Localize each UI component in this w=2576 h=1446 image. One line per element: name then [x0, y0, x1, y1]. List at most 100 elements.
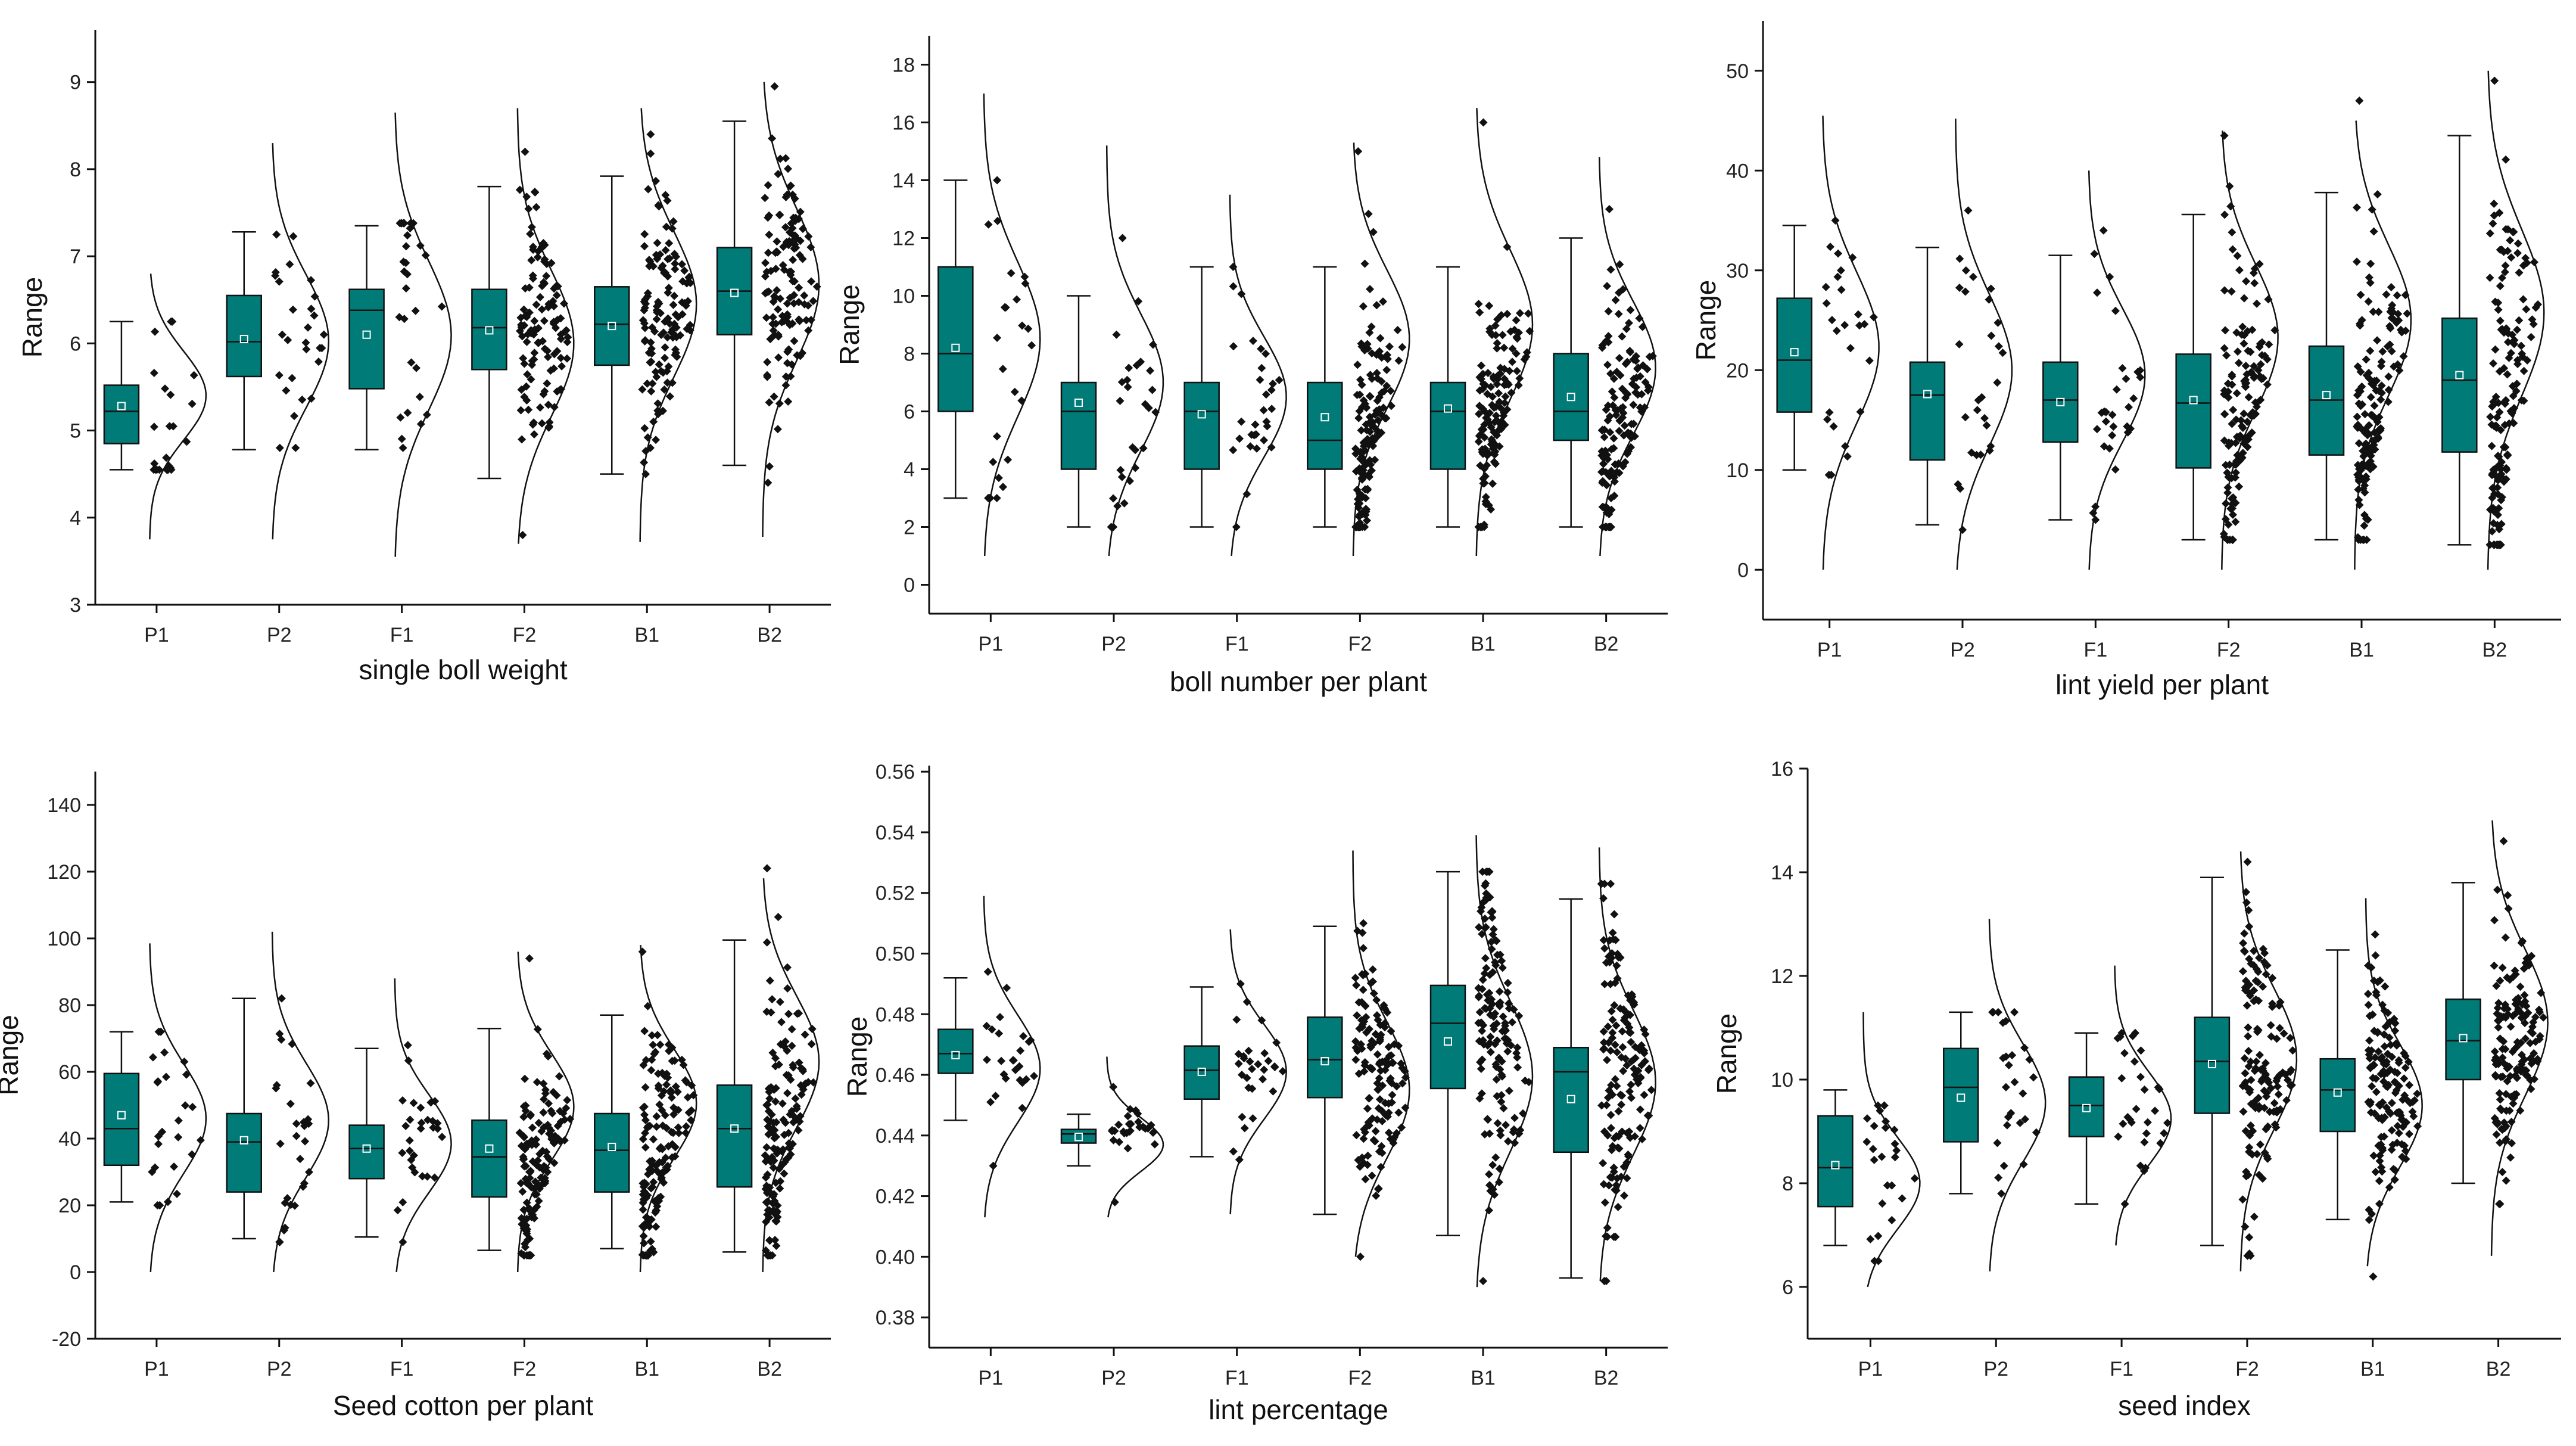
- data-point: [549, 364, 558, 373]
- data-point: [516, 1178, 525, 1187]
- distribution-curve: [762, 82, 820, 537]
- data-point: [1379, 297, 1387, 306]
- data-point: [1370, 455, 1379, 464]
- data-point: [278, 330, 286, 339]
- data-point: [1490, 403, 1499, 412]
- data-point: [521, 147, 529, 156]
- box: [471, 1119, 507, 1198]
- data-point: [768, 1049, 777, 1057]
- distribution-curve: [2354, 120, 2412, 570]
- x-tick-label: F1: [1225, 633, 1249, 655]
- data-point: [1363, 1161, 1372, 1170]
- data-point: [1246, 442, 1255, 451]
- mean-marker: [730, 1124, 739, 1133]
- data-point: [2387, 347, 2396, 356]
- data-point: [519, 354, 528, 363]
- data-point: [1351, 1055, 1360, 1064]
- data-point: [1390, 1133, 1398, 1142]
- data-point: [2221, 515, 2230, 524]
- data-point: [2355, 500, 2364, 509]
- data-point: [1401, 1073, 1410, 1082]
- data-point: [2228, 380, 2237, 389]
- data-point: [1376, 410, 1385, 419]
- data-point: [1357, 1044, 1366, 1053]
- data-point: [525, 283, 534, 292]
- data-point: [2490, 76, 2499, 85]
- data-point: [2234, 347, 2242, 356]
- y-axis-title: Range: [17, 277, 48, 358]
- distribution-curve: [272, 143, 330, 540]
- data-point: [1353, 390, 1362, 399]
- data-point: [644, 256, 653, 265]
- data-point: [532, 1135, 541, 1144]
- data-point: [672, 252, 681, 261]
- data-point: [1365, 437, 1373, 446]
- data-point: [412, 363, 420, 372]
- data-point: [2360, 521, 2369, 530]
- data-point: [527, 256, 536, 265]
- data-point: [2126, 424, 2135, 433]
- data-point: [542, 272, 551, 281]
- data-point: [2509, 419, 2518, 428]
- data-point: [2366, 278, 2375, 287]
- data-point: [768, 995, 777, 1004]
- data-point: [652, 1112, 661, 1121]
- data-point: [535, 403, 544, 412]
- data-point: [1502, 380, 1511, 388]
- data-point: [1114, 1120, 1123, 1129]
- data-point: [1378, 1081, 1387, 1090]
- data-point: [1500, 343, 1509, 352]
- data-point: [1490, 418, 1499, 427]
- data-point: [398, 1096, 407, 1105]
- data-point: [2489, 504, 2498, 512]
- data-point: [2500, 399, 2509, 408]
- data-point: [986, 1097, 995, 1106]
- data-point: [654, 1069, 662, 1078]
- data-point: [154, 1077, 163, 1086]
- data-point: [804, 326, 813, 335]
- mean-marker: [608, 1143, 616, 1151]
- data-point: [1132, 361, 1141, 370]
- data-point: [1362, 403, 1370, 412]
- data-point: [1610, 477, 1619, 486]
- data-point: [2393, 360, 2402, 369]
- data-point: [1825, 408, 1834, 417]
- data-point: [649, 1135, 658, 1144]
- data-point: [2488, 219, 2497, 228]
- data-point: [2513, 239, 2522, 248]
- data-point: [1479, 1277, 1488, 1286]
- data-point: [1615, 354, 1624, 362]
- data-point: [1117, 472, 1126, 481]
- data-point: [1493, 315, 1502, 324]
- data-point: [1489, 1012, 1498, 1021]
- data-point: [1368, 418, 1377, 427]
- data-point: [2250, 374, 2259, 382]
- data-point: [426, 1098, 435, 1107]
- data-point: [787, 1041, 796, 1050]
- data-point: [1615, 260, 1624, 269]
- data-point: [437, 302, 446, 311]
- data-point: [1019, 1032, 1028, 1041]
- data-point: [993, 334, 1002, 342]
- data-point: [520, 1162, 529, 1171]
- data-point: [1004, 455, 1013, 464]
- data-point: [657, 331, 666, 339]
- x-tick-label: F2: [2217, 639, 2241, 661]
- data-point: [1609, 374, 1618, 383]
- data-point: [2502, 475, 2510, 484]
- x-tick-label: F1: [2110, 1358, 2133, 1380]
- data-point: [403, 231, 412, 240]
- data-point: [1240, 1124, 1249, 1133]
- data-point: [1615, 416, 1624, 425]
- data-point: [792, 1102, 801, 1111]
- data-point: [1481, 472, 1490, 481]
- x-tick-label: P1: [1817, 639, 1842, 661]
- data-point: [664, 288, 672, 297]
- data-point: [1619, 431, 1628, 440]
- data-point: [148, 1053, 157, 1062]
- data-point: [2231, 439, 2240, 447]
- data-point: [765, 1236, 774, 1245]
- data-point: [1024, 1037, 1033, 1046]
- data-point: [1375, 1074, 1384, 1083]
- data-point: [1372, 1192, 1381, 1200]
